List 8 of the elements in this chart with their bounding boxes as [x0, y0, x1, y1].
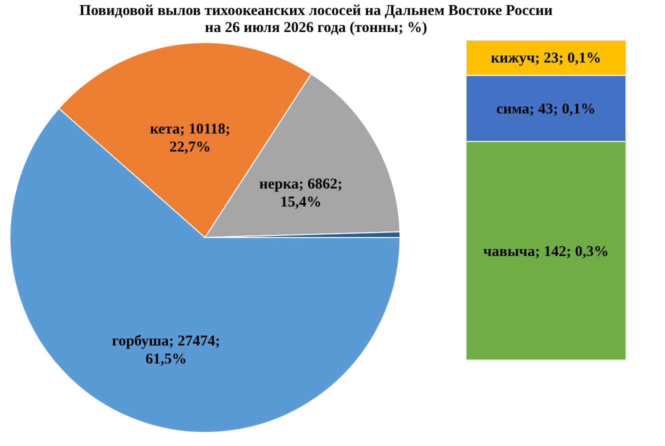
text: на 26 июля 2026 года (тонны; %): [204, 20, 428, 36]
text: Повидовой вылов тихоокеанских лососей на Дальнем Востоке России: [79, 3, 553, 19]
slice-label: нерка; 6862; 15,4%: [259, 176, 343, 211]
data-label: кижуч; 23; 0,1%: [490, 50, 602, 67]
data-label: чавыча; 142; 0,3%: [483, 244, 609, 260]
data-label: сима; 43; 0,1%: [496, 101, 596, 118]
slice-label: горбуша; 27474; 61,5%: [112, 333, 220, 368]
slice-label: кета; 10118; 22,7%: [150, 122, 230, 156]
